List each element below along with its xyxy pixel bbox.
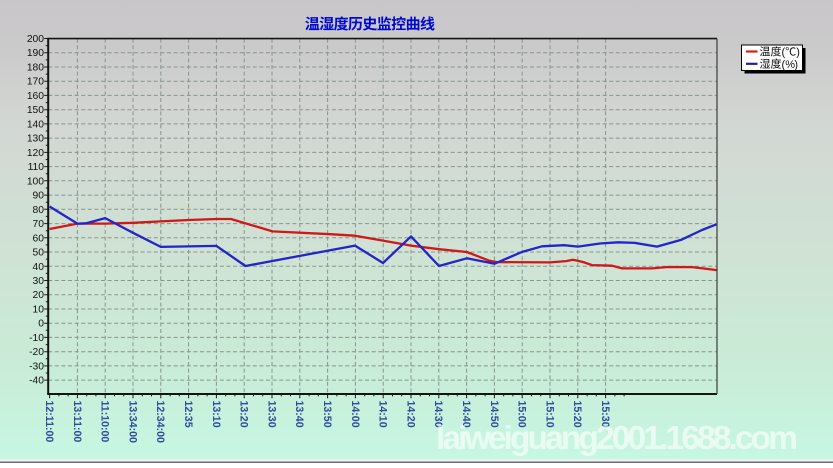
- svg-text:laiweiguang2001.1688.com: laiweiguang2001.1688.com: [436, 420, 798, 457]
- svg-text:): ): [794, 59, 798, 71]
- svg-text:70: 70: [33, 219, 45, 230]
- svg-text:0: 0: [38, 319, 44, 330]
- svg-text:12:11:00: 12:11:00: [43, 401, 55, 443]
- svg-text:13:40: 13:40: [293, 401, 305, 428]
- svg-text:200: 200: [27, 34, 44, 45]
- svg-text:140: 140: [27, 119, 44, 130]
- svg-text:12:35: 12:35: [182, 401, 194, 428]
- svg-text:11:10:00: 11:10:00: [99, 401, 111, 443]
- svg-text:13:20: 13:20: [238, 401, 250, 428]
- svg-text:): ): [796, 47, 800, 59]
- svg-text:80: 80: [33, 205, 45, 216]
- svg-text:14:10: 14:10: [377, 401, 389, 428]
- svg-text:15:00: 15:00: [516, 401, 528, 428]
- svg-text:14:00: 14:00: [349, 401, 361, 428]
- svg-text:(: (: [782, 59, 786, 71]
- svg-text:-20: -20: [29, 347, 44, 358]
- svg-text:40: 40: [33, 262, 45, 273]
- svg-text:-40: -40: [29, 376, 44, 387]
- svg-text:14:30: 14:30: [432, 401, 444, 428]
- svg-text:14:40: 14:40: [460, 401, 472, 428]
- svg-text:190: 190: [27, 48, 44, 59]
- svg-text:30: 30: [33, 276, 45, 287]
- svg-text:15:30: 15:30: [599, 401, 611, 428]
- svg-text:120: 120: [27, 148, 44, 159]
- svg-text:(: (: [782, 47, 786, 59]
- svg-text:14:20: 14:20: [404, 401, 416, 428]
- svg-text:90: 90: [33, 191, 45, 202]
- svg-text:10: 10: [33, 305, 45, 316]
- svg-text:15:10: 15:10: [543, 401, 555, 428]
- svg-text:170: 170: [27, 77, 44, 88]
- svg-text:100: 100: [27, 176, 44, 187]
- svg-text:13:34:00: 13:34:00: [126, 401, 138, 444]
- svg-text:50: 50: [33, 248, 45, 259]
- svg-text:-30: -30: [29, 361, 44, 372]
- svg-text:60: 60: [33, 233, 45, 244]
- svg-text:12:34:00: 12:34:00: [154, 401, 166, 444]
- svg-text:20: 20: [33, 290, 45, 301]
- svg-text:130: 130: [27, 134, 44, 145]
- svg-text:%: %: [785, 59, 795, 71]
- svg-text:110: 110: [28, 162, 45, 173]
- svg-text:13:30: 13:30: [265, 401, 277, 428]
- svg-text:160: 160: [27, 91, 44, 102]
- svg-text:180: 180: [27, 63, 44, 74]
- svg-text:150: 150: [27, 105, 44, 116]
- svg-text:13:11:00: 13:11:00: [71, 401, 83, 443]
- svg-text:-10: -10: [29, 333, 44, 344]
- svg-text:14:50: 14:50: [488, 401, 500, 428]
- svg-text:15:20: 15:20: [571, 401, 583, 428]
- svg-text:13:50: 13:50: [321, 401, 333, 428]
- svg-text:13:10: 13:10: [210, 401, 222, 428]
